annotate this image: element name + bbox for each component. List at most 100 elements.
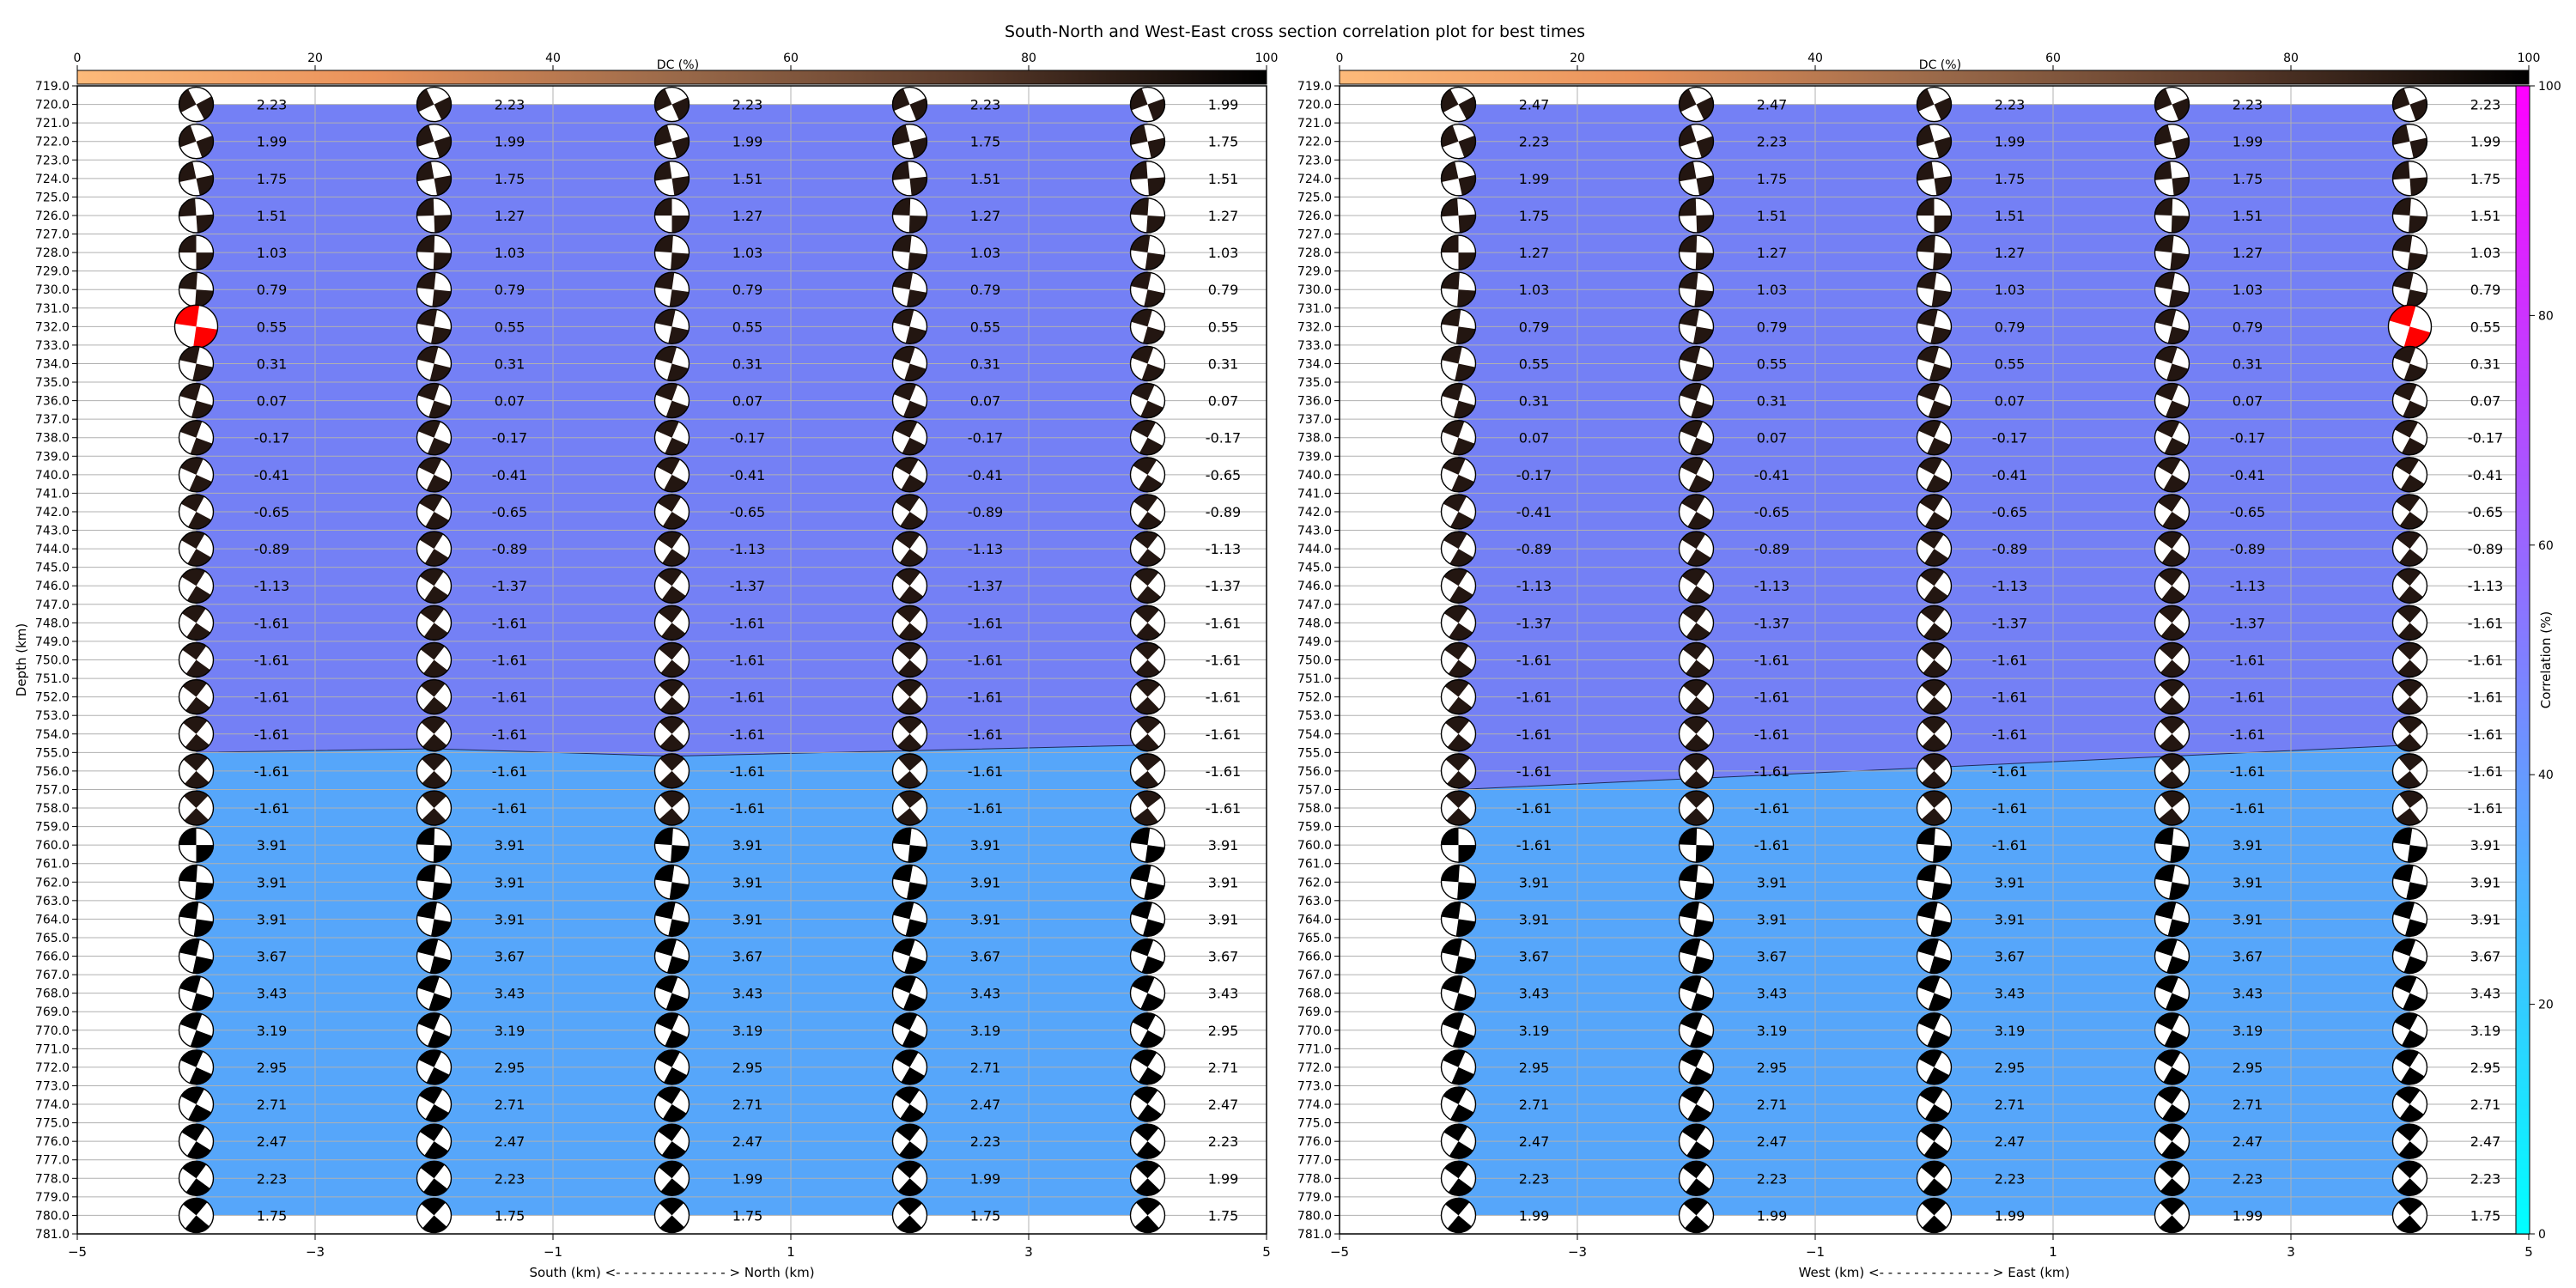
y-tick-label: 723.0 (1297, 154, 1332, 167)
beachball (2391, 382, 2428, 419)
time-label: 1.99 (732, 1170, 763, 1187)
time-label: 3.67 (970, 949, 1001, 965)
beachball (178, 86, 215, 123)
y-tick-label: 752.0 (35, 691, 70, 705)
beachball (2154, 1049, 2190, 1085)
beachball (891, 420, 928, 456)
beachball (178, 531, 215, 567)
time-label: 2.71 (732, 1097, 763, 1113)
time-label: -1.61 (1992, 800, 2027, 817)
beachball (1440, 531, 1477, 567)
time-label: 1.99 (2233, 134, 2263, 150)
time-label: 2.95 (2233, 1060, 2263, 1076)
beachball (1129, 494, 1166, 530)
beachball (891, 716, 928, 752)
corr-colorbar-tick-label: 100 (2538, 80, 2561, 94)
beachball (1916, 457, 1953, 493)
time-label: -1.61 (2468, 763, 2503, 780)
beachball (416, 641, 453, 678)
time-label: -1.61 (2468, 653, 2503, 669)
time-label: 3.91 (495, 874, 526, 890)
time-label: 3.43 (2233, 986, 2263, 1002)
beachball (2154, 308, 2190, 345)
y-tick-label: 759.0 (1297, 821, 1332, 835)
time-label: 1.75 (495, 1207, 526, 1224)
time-label: 1.99 (1995, 1207, 2026, 1224)
beachball (1440, 86, 1477, 123)
time-label: 2.71 (1995, 1097, 2026, 1113)
y-tick-label: 753.0 (35, 709, 70, 723)
beachball (2154, 234, 2190, 270)
beachball (1129, 123, 1166, 160)
y-tick-label: 757.0 (35, 783, 70, 797)
time-label: 2.71 (2470, 1097, 2501, 1113)
time-label: 3.43 (732, 986, 763, 1002)
x-tick-label: 5 (2524, 1244, 2533, 1260)
time-label: 2.95 (257, 1060, 288, 1076)
y-tick-label: 730.0 (1297, 283, 1332, 297)
time-label: 3.67 (732, 949, 763, 965)
time-label: 3.43 (1519, 986, 1550, 1002)
time-label: 1.75 (1995, 171, 2026, 187)
time-label: -1.37 (730, 578, 765, 594)
time-label: -1.61 (254, 726, 289, 743)
time-label: 1.99 (257, 134, 288, 150)
y-tick-label: 728.0 (35, 246, 70, 260)
time-label: -0.65 (1206, 467, 1241, 483)
beachball (653, 938, 690, 975)
beachball (1129, 1012, 1166, 1048)
time-label: 3.91 (1208, 911, 1239, 927)
beachball (653, 345, 690, 382)
y-tick-label: 752.0 (1297, 691, 1332, 705)
beachball (2391, 901, 2428, 938)
beachball (2391, 975, 2428, 1012)
y-tick-label: 738.0 (1297, 432, 1332, 446)
beachball-highlight (173, 304, 219, 349)
beachball (1916, 234, 1953, 270)
beachball (416, 901, 453, 938)
time-label: -1.61 (254, 653, 289, 669)
beachball (416, 753, 453, 789)
beachball (2154, 457, 2190, 493)
beachball (1678, 864, 1715, 900)
corr-colorbar-tick-label: 60 (2538, 539, 2554, 553)
beachball (1440, 1049, 1477, 1085)
beachball (653, 568, 690, 604)
y-tick-label: 746.0 (35, 580, 70, 593)
beachball (1678, 308, 1715, 345)
beachball (891, 1049, 928, 1085)
time-label: 3.43 (495, 986, 526, 1002)
time-label: 2.23 (1995, 97, 2026, 113)
time-label: -1.61 (492, 726, 527, 743)
beachball (891, 901, 928, 938)
beachball (2391, 753, 2428, 789)
beachball (178, 1049, 215, 1085)
time-label: 1.03 (257, 245, 288, 261)
beachball (2154, 1197, 2190, 1234)
time-label: 1.75 (2233, 171, 2263, 187)
y-tick-label: 755.0 (35, 746, 70, 760)
beachball (416, 827, 453, 863)
x-tick-label: −5 (1330, 1244, 1349, 1260)
time-label: 3.19 (732, 1023, 763, 1039)
time-label: 1.99 (1519, 1207, 1550, 1224)
beachball (653, 678, 690, 715)
time-label: 1.03 (732, 245, 763, 261)
time-label: -1.61 (492, 653, 527, 669)
time-label: -1.61 (1516, 800, 1552, 817)
time-label: 2.95 (2470, 1060, 2501, 1076)
beachball (891, 1123, 928, 1159)
time-label: 3.91 (257, 837, 288, 854)
y-tick-label: 759.0 (35, 821, 70, 835)
beachball (1678, 1086, 1715, 1122)
time-label: 3.91 (1519, 874, 1550, 890)
time-label: 0.55 (495, 319, 526, 335)
time-label: -0.65 (492, 504, 527, 520)
time-label: 0.79 (1208, 282, 1239, 298)
beachball (416, 420, 453, 456)
time-label: -0.17 (254, 430, 289, 447)
y-tick-label: 781.0 (35, 1228, 70, 1242)
beachball (1129, 790, 1166, 826)
y-tick-label: 742.0 (1297, 506, 1332, 519)
y-tick-label: 727.0 (1297, 228, 1332, 242)
